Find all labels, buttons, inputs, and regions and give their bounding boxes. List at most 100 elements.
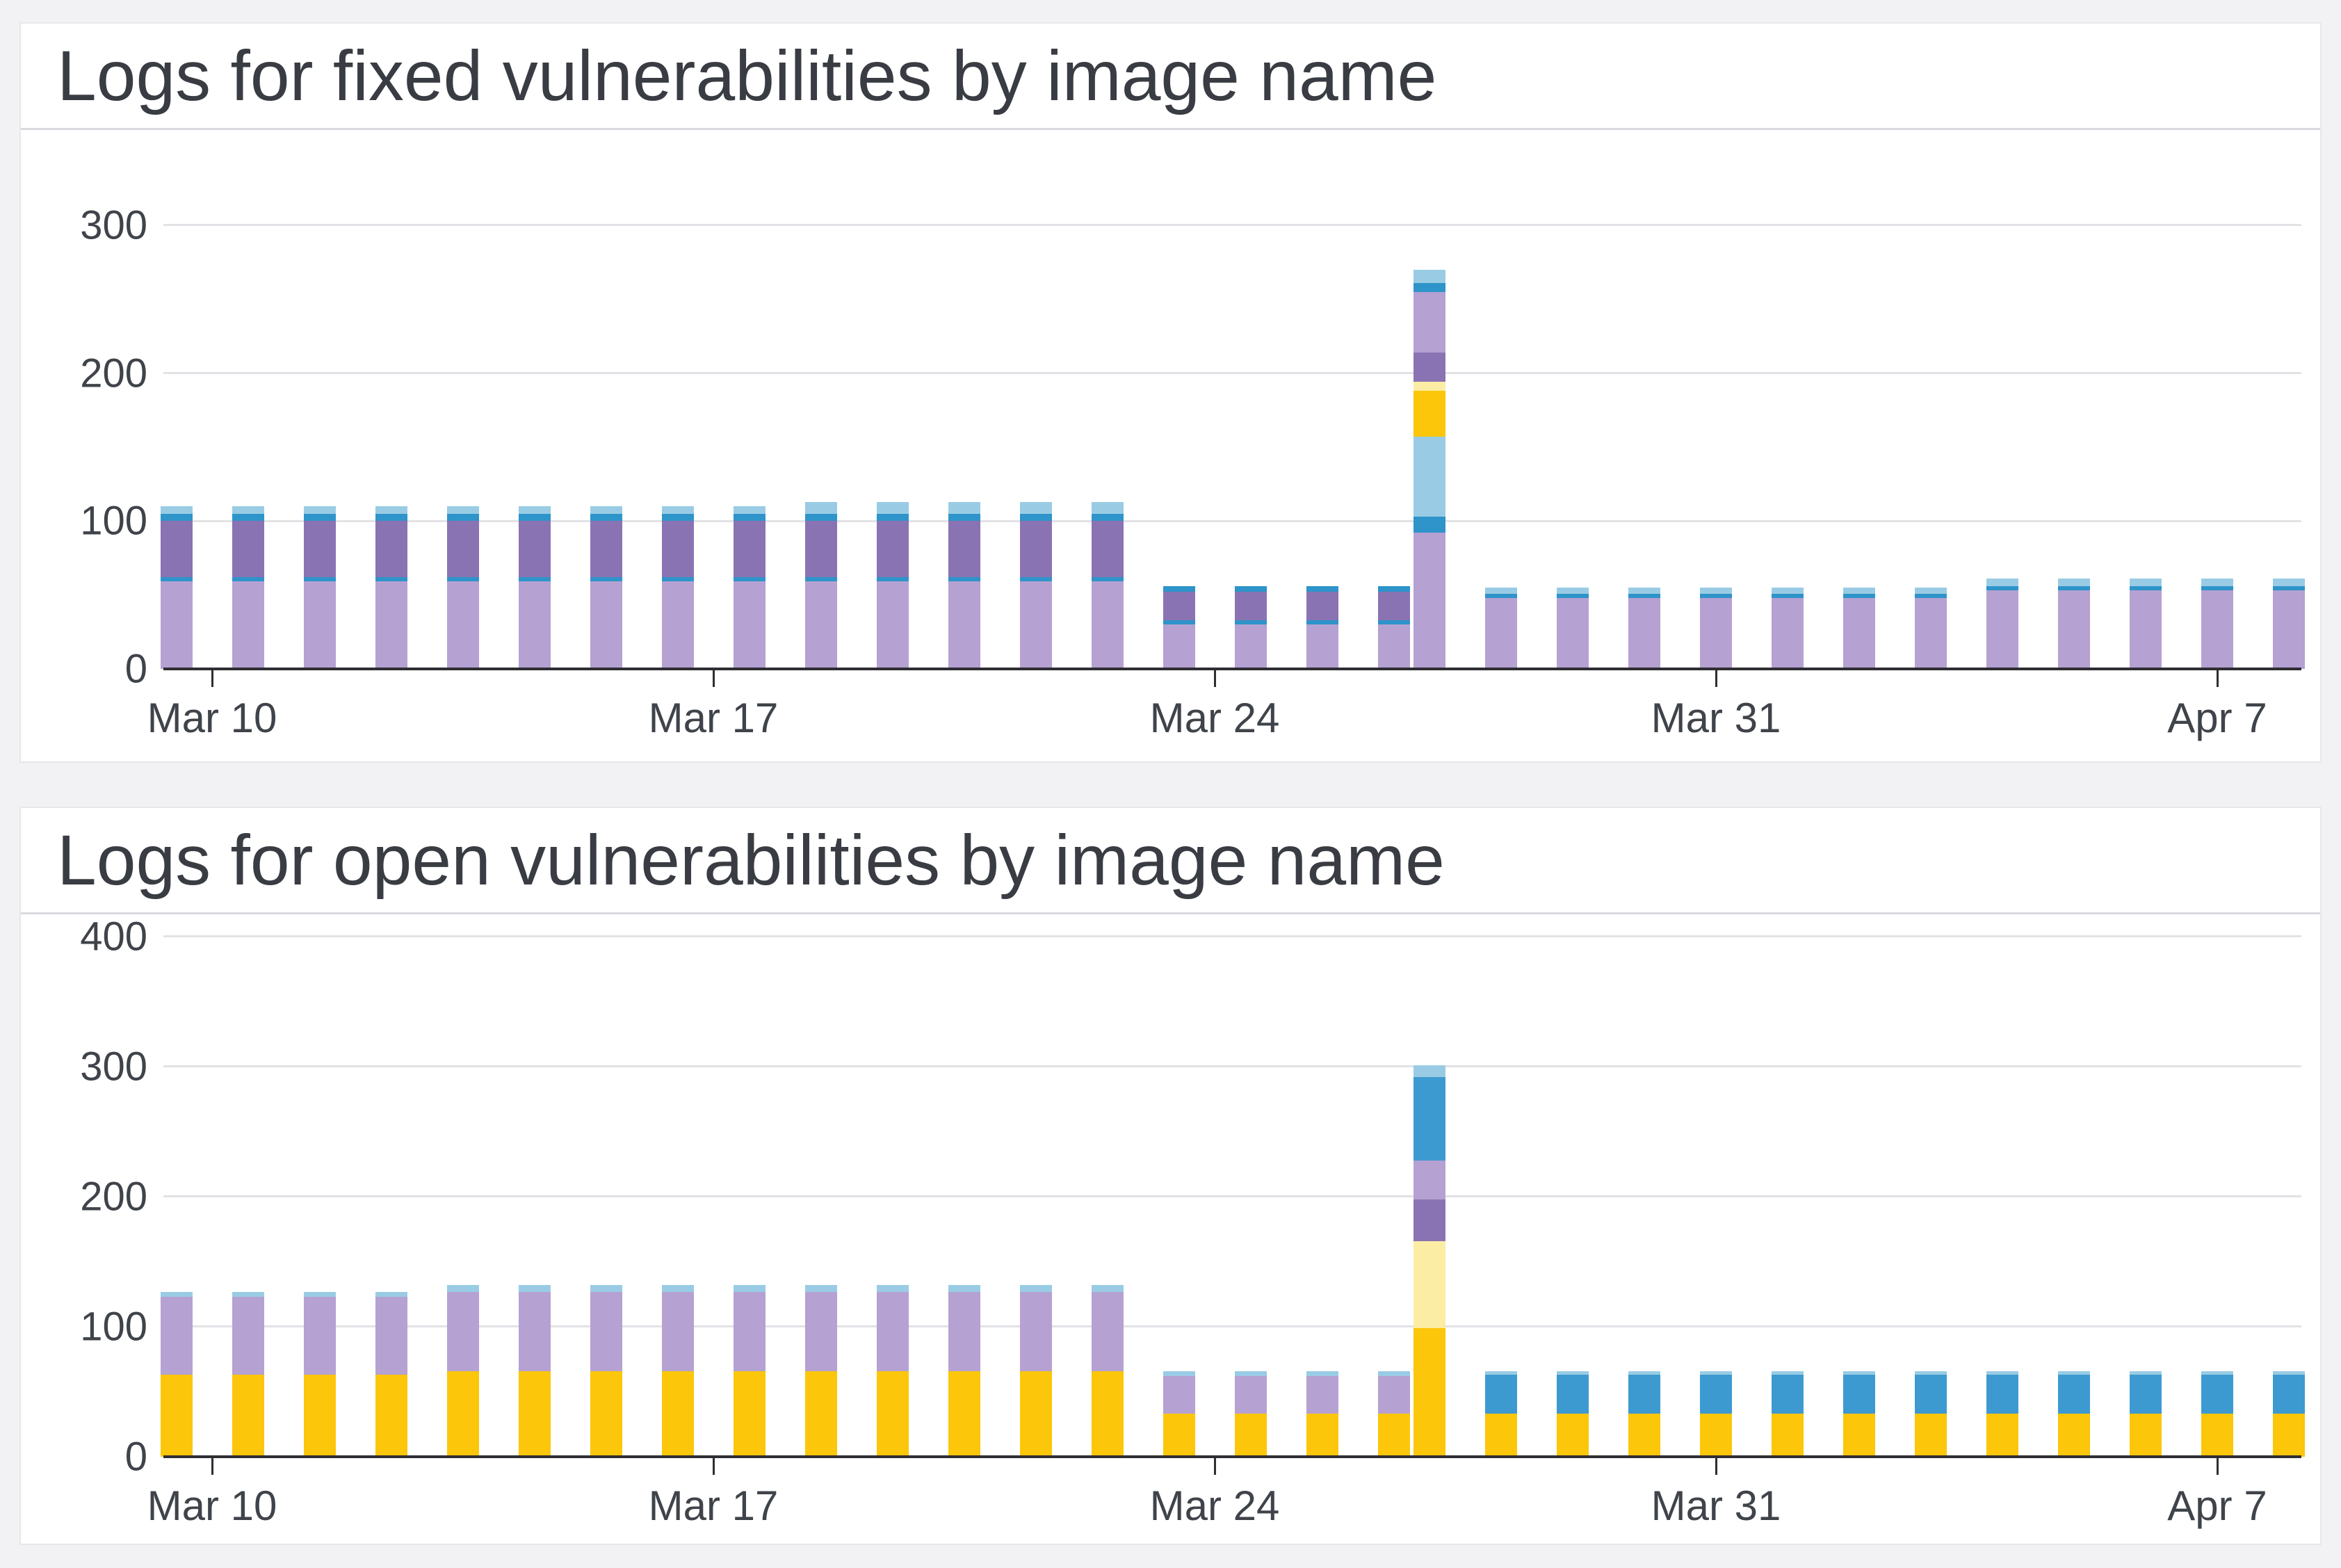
stacked-bar[interactable]: [804, 1285, 837, 1457]
bar-segment-steel: [948, 513, 980, 522]
bar-segment-gold: [2058, 1414, 2090, 1457]
bar-segment-sky: [375, 506, 407, 514]
stacked-bar[interactable]: [661, 506, 694, 669]
x-axis-label: Mar 10: [147, 1482, 277, 1529]
stacked-bar[interactable]: [2130, 1371, 2162, 1457]
stacked-bar[interactable]: [446, 1285, 479, 1457]
stacked-bar[interactable]: [1163, 585, 1195, 669]
stacked-bar[interactable]: [1557, 1371, 1589, 1457]
bar-segment-sky: [590, 1285, 622, 1292]
stacked-bar[interactable]: [1091, 1285, 1124, 1457]
bar-segment-lavender: [1772, 597, 1804, 669]
stacked-bar[interactable]: [661, 1285, 694, 1457]
stacked-bar[interactable]: [1628, 1371, 1660, 1457]
stacked-bar[interactable]: [1986, 1371, 2018, 1457]
bar-segment-lavender: [1163, 624, 1195, 669]
stacked-bar[interactable]: [804, 501, 837, 669]
stacked-bar[interactable]: [160, 506, 193, 669]
stacked-bar[interactable]: [1234, 585, 1267, 669]
stacked-bar[interactable]: [733, 1285, 766, 1457]
bar-segment-gold: [1557, 1414, 1589, 1457]
stacked-bar[interactable]: [1234, 1371, 1267, 1457]
bar-segment-gold: [1019, 1371, 1052, 1457]
stacked-bar[interactable]: [1843, 588, 1875, 669]
stacked-bar[interactable]: [1019, 501, 1052, 669]
stacked-bar[interactable]: [1628, 588, 1660, 669]
stacked-bar[interactable]: [232, 506, 264, 669]
stacked-bar[interactable]: [1091, 501, 1124, 669]
stacked-bar[interactable]: [232, 1291, 264, 1457]
bar-segment-blue: [2058, 1375, 2090, 1414]
stacked-bar[interactable]: [375, 1291, 407, 1457]
stacked-bar[interactable]: [375, 506, 407, 669]
stacked-bar[interactable]: [1915, 1371, 1947, 1457]
bar-segment-purple: [232, 521, 264, 578]
stacked-bar[interactable]: [948, 501, 980, 669]
x-axis-tick: [2216, 670, 2219, 687]
stacked-bar[interactable]: [1377, 585, 1410, 669]
x-axis-tick: [211, 1458, 213, 1475]
stacked-bar[interactable]: [1700, 588, 1732, 669]
stacked-bar[interactable]: [303, 1291, 336, 1457]
bar-segment-steel: [232, 577, 264, 582]
bar-segment-lavender: [518, 1291, 551, 1371]
stacked-bar[interactable]: [2201, 579, 2233, 669]
stacked-bar[interactable]: [1700, 1371, 1732, 1457]
stacked-bar[interactable]: [446, 506, 479, 669]
stacked-bar[interactable]: [1986, 579, 2018, 669]
bar-segment-lavender: [1700, 597, 1732, 669]
bar-segment-steel: [1413, 516, 1445, 533]
y-axis-label: 0: [124, 646, 147, 692]
stacked-bar[interactable]: [733, 506, 766, 669]
stacked-bar[interactable]: [1306, 585, 1338, 669]
stacked-bar[interactable]: [590, 1285, 622, 1457]
stacked-bar[interactable]: [1413, 1065, 1445, 1457]
stacked-bar[interactable]: [2058, 579, 2090, 669]
stacked-bar[interactable]: [1485, 588, 1517, 669]
stacked-bar[interactable]: [518, 506, 551, 669]
bar-segment-steel: [733, 577, 766, 582]
stacked-bar[interactable]: [1772, 588, 1804, 669]
bar-segment-sky: [1557, 1371, 1589, 1375]
bar-segment-purple: [590, 521, 622, 578]
bar-segment-steel: [1163, 585, 1195, 592]
bar-segment-sky: [446, 506, 479, 514]
bar-segment-gold: [804, 1371, 837, 1457]
stacked-bar[interactable]: [2130, 579, 2162, 669]
bar-segment-sky: [1413, 1065, 1445, 1077]
bar-segment-blue: [1413, 1076, 1445, 1161]
bar-segment-sky: [733, 506, 766, 514]
bar-segment-gold: [375, 1375, 407, 1457]
stacked-bar[interactable]: [1306, 1371, 1338, 1457]
bar-segment-sky: [1163, 1371, 1195, 1377]
stacked-bar[interactable]: [1915, 588, 1947, 669]
stacked-bar[interactable]: [1413, 269, 1445, 669]
bar-segment-sky: [1019, 1285, 1052, 1292]
stacked-bar[interactable]: [2058, 1371, 2090, 1457]
stacked-bar[interactable]: [1377, 1371, 1410, 1457]
stacked-bar[interactable]: [1557, 588, 1589, 669]
stacked-bar[interactable]: [1485, 1371, 1517, 1457]
bar-segment-gold: [733, 1371, 766, 1457]
bar-segment-lavender: [2273, 590, 2305, 669]
bar-segment-sky: [2273, 1371, 2305, 1375]
stacked-bar[interactable]: [518, 1285, 551, 1457]
stacked-bar[interactable]: [590, 506, 622, 669]
stacked-bar[interactable]: [876, 501, 909, 669]
bar-segment-steel: [1413, 282, 1445, 292]
stacked-bar[interactable]: [1843, 1371, 1875, 1457]
stacked-bar[interactable]: [160, 1291, 193, 1457]
stacked-bar[interactable]: [876, 1285, 909, 1457]
stacked-bar[interactable]: [2273, 1371, 2305, 1457]
stacked-bar[interactable]: [948, 1285, 980, 1457]
bar-segment-steel: [518, 577, 551, 582]
stacked-bar[interactable]: [303, 506, 336, 669]
stacked-bar[interactable]: [1163, 1371, 1195, 1457]
stacked-bar[interactable]: [2273, 579, 2305, 669]
bar-segment-lavender: [1306, 1376, 1338, 1414]
stacked-bar[interactable]: [2201, 1371, 2233, 1457]
stacked-bar[interactable]: [1019, 1285, 1052, 1457]
bar-segment-gold: [2130, 1414, 2162, 1457]
stacked-bar[interactable]: [1772, 1371, 1804, 1457]
bar-segment-sky: [1413, 269, 1445, 283]
